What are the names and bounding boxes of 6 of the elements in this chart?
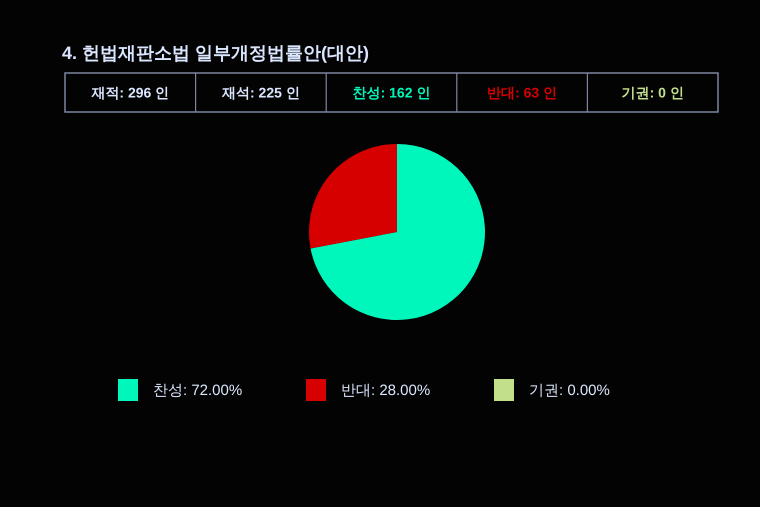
annotation: 찬성: 162 인	[352, 84, 430, 100]
title: 4. 헌법재판소법 일부개정법률안(대안)	[62, 43, 370, 63]
annotation: 기권: 0 인	[622, 84, 684, 100]
annotation: 재적: 296 인	[91, 84, 170, 100]
annotation: 반대: 63 인	[487, 84, 558, 100]
annotation: 재석: 225 인	[222, 84, 300, 100]
